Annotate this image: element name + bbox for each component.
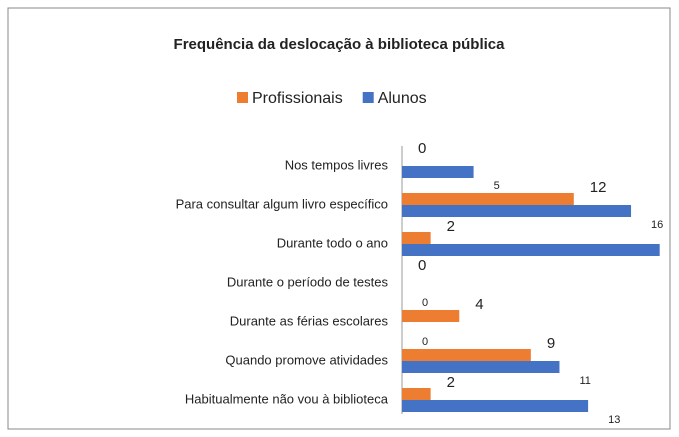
bar: [402, 166, 474, 178]
category-label: Nos tempos livres: [285, 157, 389, 172]
value-label: 11: [579, 375, 590, 387]
bar: [402, 232, 431, 244]
category-label: Durante as férias escolares: [230, 313, 389, 328]
legend-label: Profissionais: [252, 90, 343, 107]
value-label: 4: [475, 296, 483, 313]
value-label: 13: [608, 414, 620, 426]
bar: [402, 400, 589, 412]
chart-border: [7, 7, 671, 430]
category-label: Durante o período de testes: [227, 274, 389, 289]
value-label: 0: [418, 140, 426, 157]
legend-swatch: [362, 92, 374, 103]
chart-title: Frequência da deslocação à biblioteca pú…: [174, 36, 506, 53]
value-label: 9: [547, 335, 555, 352]
legend-swatch: [237, 92, 248, 103]
value-label: 12: [590, 179, 607, 196]
legend-label: Alunos: [378, 90, 427, 107]
bar: [402, 193, 574, 205]
value-label: 0: [422, 297, 428, 309]
category-label: Durante todo o ano: [277, 235, 388, 250]
category-label: Habitualmente não vou à biblioteca: [185, 391, 389, 406]
value-label: 2: [447, 218, 455, 235]
value-label: 16: [651, 219, 663, 231]
value-label: 2: [447, 374, 455, 391]
bar: [402, 361, 560, 373]
category-label: Quando promove atividades: [225, 352, 388, 367]
value-label: 0: [422, 336, 428, 348]
bar: [402, 310, 460, 322]
bar: [402, 349, 531, 361]
value-label: 0: [418, 257, 426, 274]
bar: [402, 244, 660, 256]
bar: [402, 388, 431, 400]
category-label: Para consultar algum livro específico: [176, 196, 388, 211]
bar: [402, 205, 632, 217]
value-label: 5: [494, 180, 500, 192]
